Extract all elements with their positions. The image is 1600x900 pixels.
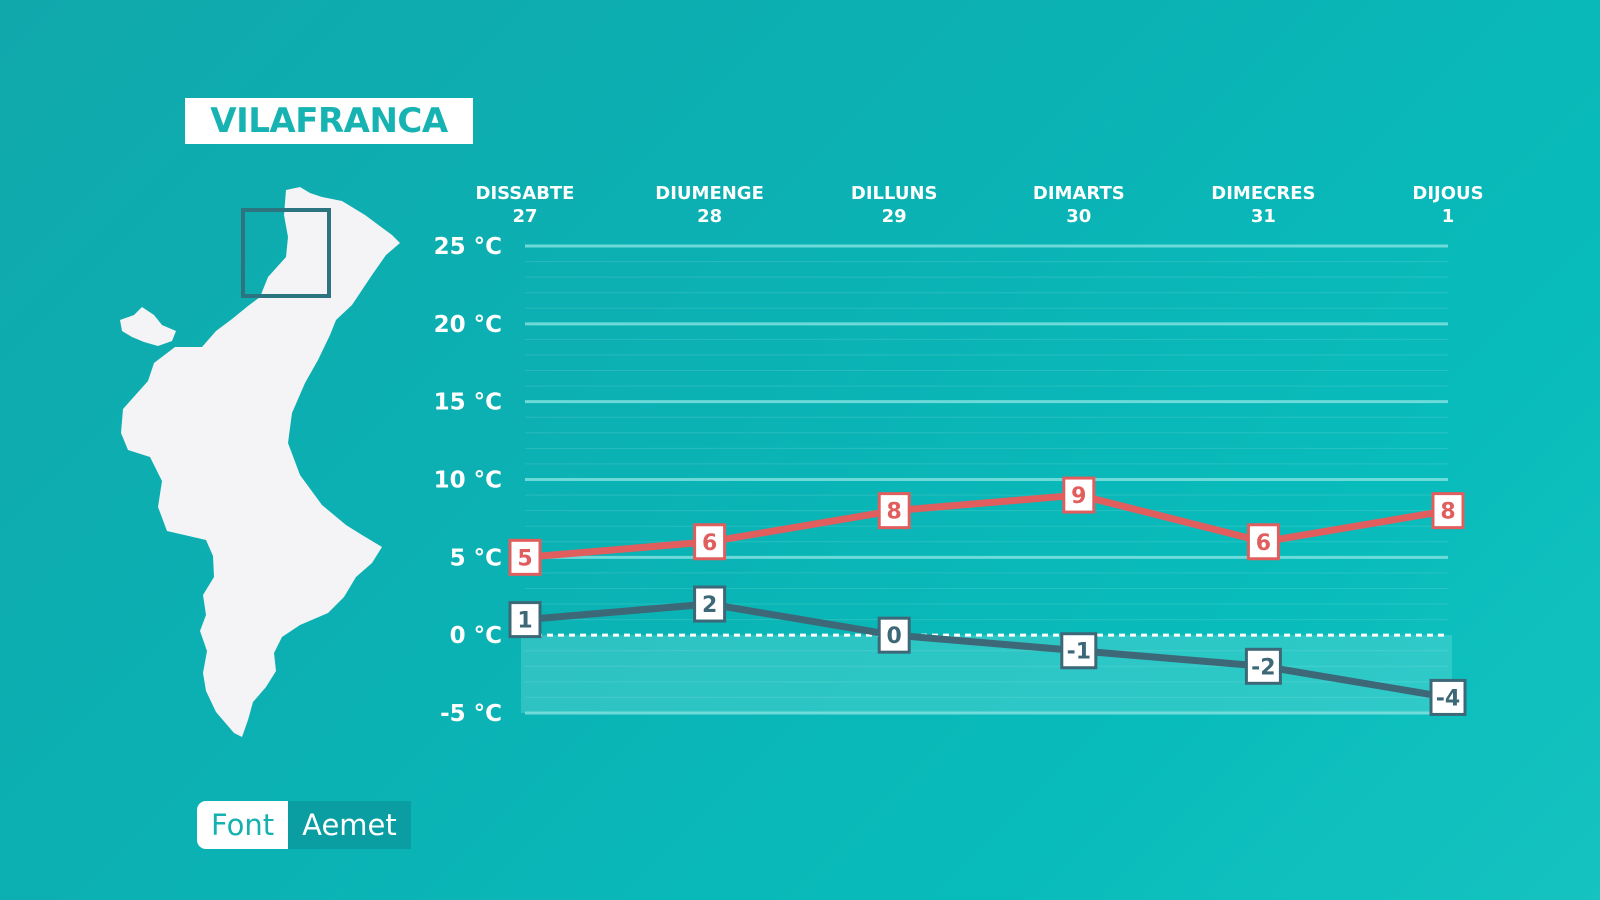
enclave-shape	[120, 307, 176, 346]
y-tick-label: 25 °C	[434, 234, 502, 260]
day-name-label: DIMECRES	[1211, 183, 1315, 204]
location-highlight-box	[241, 208, 331, 298]
day-date-label: 31	[1251, 206, 1276, 227]
data-labels: 5 6 8 9 6 8 1 2 0 -1 -2 -4	[508, 476, 1467, 716]
data-label-max: 5	[517, 546, 532, 571]
day-name-label: DIJOUS	[1412, 183, 1483, 204]
day-date-label: 28	[697, 206, 722, 227]
y-axis-ticks: 25 °C 20 °C 15 °C 10 °C 5 °C 0 °C -5 °C	[434, 234, 502, 727]
day-name-label: DISSABTE	[476, 183, 575, 204]
y-tick-label: 20 °C	[434, 312, 502, 338]
data-point-box-min	[1429, 678, 1467, 716]
data-label-min: -1	[1067, 640, 1091, 665]
data-label-min: -4	[1436, 686, 1460, 711]
grid-lines	[521, 244, 1452, 715]
data-point-box-min	[877, 616, 911, 654]
data-point-box-min	[693, 585, 727, 623]
data-label-max: 9	[1071, 484, 1086, 509]
data-label-min: 2	[702, 593, 717, 618]
series-line-min	[524, 600, 1449, 701]
data-point-box-max	[1431, 492, 1465, 530]
y-tick-label: 15 °C	[434, 390, 502, 416]
day-name-label: DIUMENGE	[655, 183, 764, 204]
location-title-box: VILAFRANCA	[185, 98, 473, 144]
y-tick-label: 10 °C	[434, 468, 502, 494]
source-label: Font	[197, 801, 289, 849]
day-name-label: DILLUNS	[851, 183, 938, 204]
data-point-box-min	[1244, 647, 1282, 685]
series-line-max	[524, 491, 1449, 561]
region-map-shape	[121, 187, 400, 737]
data-label-max: 6	[1256, 531, 1271, 556]
data-point-box-min	[508, 601, 542, 639]
day-name-label: DIMARTS	[1033, 183, 1125, 204]
data-label-max: 8	[887, 500, 902, 525]
data-label-max: 6	[702, 531, 717, 556]
region-map-icon	[120, 187, 400, 737]
series-lines	[524, 491, 1449, 701]
y-tick-label: 0 °C	[450, 623, 502, 649]
data-point-box-max	[1246, 523, 1280, 561]
data-point-box-max	[877, 492, 911, 530]
data-label-max: 8	[1440, 500, 1455, 525]
source-value: Aemet	[288, 801, 411, 849]
data-point-box-max	[1062, 476, 1096, 514]
y-tick-label: -5 °C	[440, 701, 502, 727]
day-date-label: 27	[512, 206, 537, 227]
data-label-min: 1	[517, 609, 532, 634]
location-title: VILAFRANCA	[210, 101, 448, 141]
day-date-label: 29	[882, 206, 907, 227]
day-date-label: 1	[1442, 206, 1455, 227]
data-label-min: -2	[1251, 655, 1275, 680]
source-badge: Font Aemet	[197, 801, 411, 849]
data-point-box-min	[1060, 632, 1098, 670]
data-point-box-max	[693, 523, 727, 561]
day-date-label: 30	[1066, 206, 1091, 227]
y-tick-label: 5 °C	[450, 545, 502, 571]
data-label-min: 0	[887, 624, 902, 649]
data-point-box-max	[508, 538, 542, 576]
